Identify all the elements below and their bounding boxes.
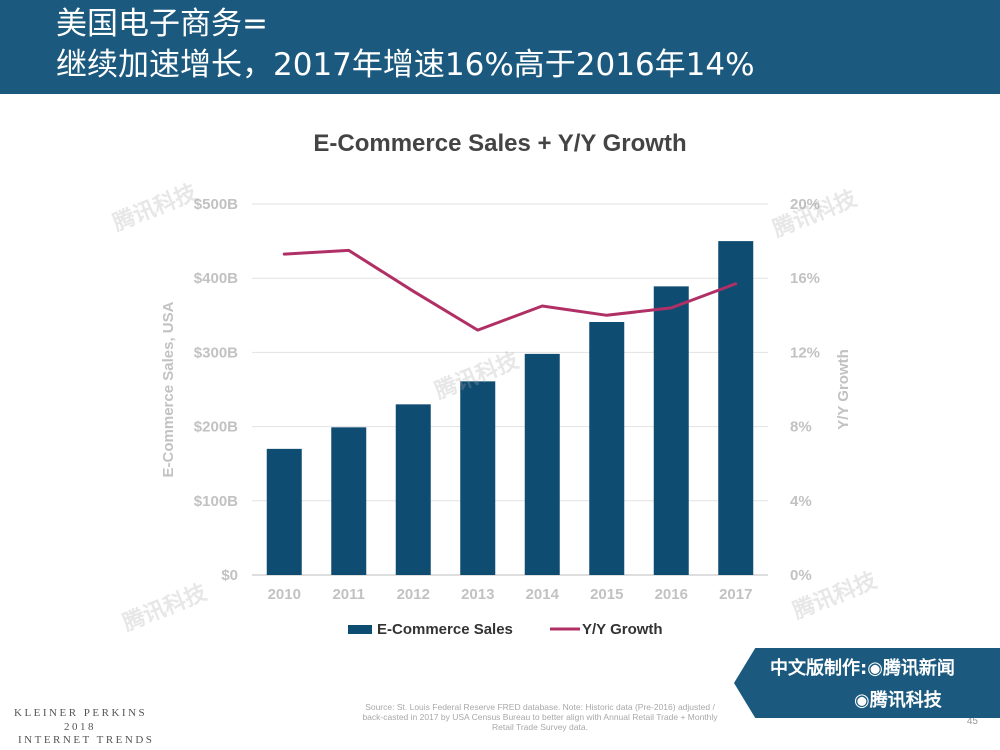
- x-tick-label: 2017: [719, 586, 752, 603]
- kleiner-perkins-logo-line-2: 2018: [64, 721, 96, 733]
- source-note: Source: St. Louis Federal Reserve FRED d…: [362, 702, 718, 732]
- y2-tick-label: 12%: [790, 344, 820, 361]
- x-tick-label: 2010: [268, 586, 301, 603]
- legend-swatch-sales: [348, 625, 372, 634]
- y-tick-label: $500B: [194, 196, 238, 213]
- ecommerce-chart: E-Commerce Sales + Y/Y Growth $0 $100B $200…: [160, 130, 852, 638]
- slide-title-line-2: 继续加速增长，2017年增速16%高于2016年14%: [56, 47, 755, 83]
- x-tick-label: 2015: [590, 586, 623, 603]
- y-tick-label: $300B: [194, 344, 238, 361]
- bar-2015: [589, 321, 625, 575]
- x-tick-label: 2012: [397, 586, 430, 603]
- y-tick-label: $0: [221, 567, 238, 584]
- y2-tick-label: 8%: [790, 419, 812, 436]
- growth-line: [282, 248, 738, 332]
- tencent-badge: 中文版制作:◉腾讯新闻 ◉腾讯科技: [734, 648, 1000, 718]
- y2-tick-label: 16%: [790, 270, 820, 287]
- kleiner-perkins-logo-line-3: INTERNET TRENDS: [18, 734, 155, 746]
- y2-tick-label: 4%: [790, 493, 812, 510]
- badge-line-1: 中文版制作:◉腾讯新闻: [770, 658, 955, 679]
- kleiner-perkins-logo-line-1: KLEINER PERKINS: [14, 707, 148, 719]
- bar-2010: [266, 448, 302, 575]
- slide-header: 美国电子商务= 继续加速增长，2017年增速16%高于2016年14%: [0, 0, 1000, 94]
- y2-tick-label: 20%: [790, 196, 820, 213]
- bar-2016: [653, 286, 689, 575]
- x-tick-label: 2013: [461, 586, 494, 603]
- y-axis-label: E-Commerce Sales, USA: [160, 301, 177, 477]
- y2-tick-label: 0%: [790, 567, 812, 584]
- legend-label-growth: Y/Y Growth: [582, 621, 663, 638]
- page-number: 45: [966, 716, 978, 727]
- bar-2014: [524, 353, 560, 575]
- y-tick-label: $200B: [194, 419, 238, 436]
- y-tick-label: $100B: [194, 493, 238, 510]
- legend-label-sales: E-Commerce Sales: [377, 621, 513, 638]
- x-tick-label: 2014: [526, 586, 560, 603]
- slide-title-line-1: 美国电子商务=: [56, 6, 268, 42]
- chart-title: E-Commerce Sales + Y/Y Growth: [313, 130, 686, 157]
- badge-line-2: ◉腾讯科技: [854, 690, 942, 711]
- y-tick-label: $400B: [194, 270, 238, 287]
- x-tick-label: 2011: [332, 586, 365, 603]
- bar-2017: [718, 241, 754, 575]
- bar-2013: [460, 381, 496, 575]
- bar-2011: [331, 427, 367, 575]
- x-tick-label: 2016: [655, 586, 688, 603]
- y2-axis-label: Y/Y Growth: [835, 349, 852, 430]
- bar-2012: [395, 404, 431, 575]
